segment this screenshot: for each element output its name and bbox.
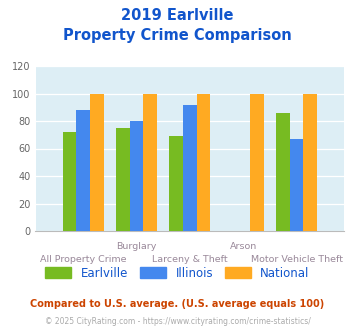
Bar bbox=[90, 93, 104, 231]
Bar bbox=[143, 93, 157, 231]
Bar bbox=[250, 93, 264, 231]
Bar bbox=[304, 93, 317, 231]
Text: Property Crime Comparison: Property Crime Comparison bbox=[63, 28, 292, 43]
Bar bbox=[197, 93, 211, 231]
Bar bbox=[130, 121, 143, 231]
Text: Compared to U.S. average. (U.S. average equals 100): Compared to U.S. average. (U.S. average … bbox=[31, 299, 324, 309]
Bar bbox=[63, 132, 76, 231]
Text: Arson: Arson bbox=[230, 242, 257, 251]
Legend: Earlville, Illinois, National: Earlville, Illinois, National bbox=[45, 267, 310, 280]
Bar bbox=[290, 139, 304, 231]
Text: 2019 Earlville: 2019 Earlville bbox=[121, 8, 234, 23]
Text: Larceny & Theft: Larceny & Theft bbox=[152, 255, 228, 264]
Text: Burglary: Burglary bbox=[116, 242, 157, 251]
Bar bbox=[276, 113, 290, 231]
Text: © 2025 CityRating.com - https://www.cityrating.com/crime-statistics/: © 2025 CityRating.com - https://www.city… bbox=[45, 317, 310, 326]
Bar bbox=[116, 128, 130, 231]
Bar bbox=[183, 105, 197, 231]
Bar bbox=[76, 110, 90, 231]
Bar bbox=[169, 136, 183, 231]
Text: All Property Crime: All Property Crime bbox=[40, 255, 127, 264]
Text: Motor Vehicle Theft: Motor Vehicle Theft bbox=[251, 255, 343, 264]
